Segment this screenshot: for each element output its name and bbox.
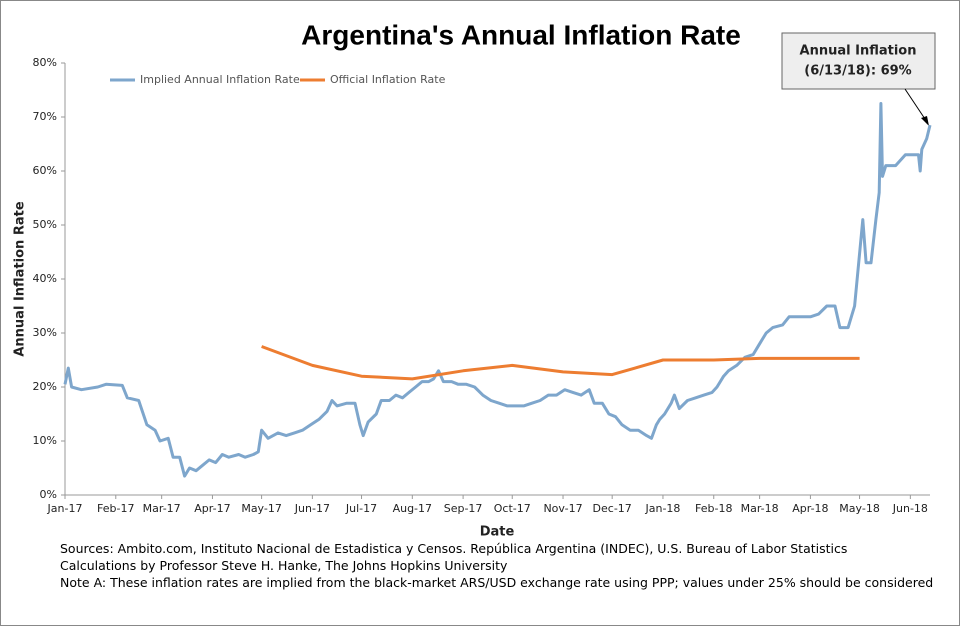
series-line xyxy=(63,102,932,478)
annotation: (6/13/18): 69% xyxy=(804,64,911,79)
annotation: Annual Inflation xyxy=(800,44,917,59)
note: Calculations by Professor Steve H. Hanke… xyxy=(60,558,508,573)
x-tick-label: Jun-18 xyxy=(892,502,928,515)
x-tick-label: Nov-17 xyxy=(543,502,582,515)
arrow-head xyxy=(921,116,929,126)
legend-label: Implied Annual Inflation Rate xyxy=(140,73,300,86)
y-tick-label: 80% xyxy=(33,56,57,69)
note: Sources: Ambito.com, Instituto Nacional … xyxy=(60,541,847,556)
x-tick-label: Mar-18 xyxy=(741,502,779,515)
x-tick-label: Mar-17 xyxy=(143,502,181,515)
y-tick-label: 60% xyxy=(33,164,57,177)
x-tick-label: Apr-17 xyxy=(194,502,230,515)
x-tick-label: Oct-17 xyxy=(494,502,531,515)
x-tick-label: Aug-17 xyxy=(393,502,432,515)
y-tick-label: 30% xyxy=(33,326,57,339)
legend-label: Official Inflation Rate xyxy=(330,73,446,86)
x-tick-label: Sep-17 xyxy=(444,502,483,515)
x-tick-label: Apr-18 xyxy=(792,502,828,515)
y-tick-label: 0% xyxy=(40,488,57,501)
y-tick-label: 10% xyxy=(33,434,57,447)
x-tick-label: Jan-18 xyxy=(644,502,680,515)
x-tick-label: Feb-17 xyxy=(97,502,134,515)
y-tick-label: 20% xyxy=(33,380,57,393)
annotation-box xyxy=(781,32,936,90)
note: Note A: These inflation rates are implie… xyxy=(60,575,933,590)
annotation-arrow xyxy=(904,88,928,123)
x-tick-label: Jan-17 xyxy=(47,502,83,515)
x-tick-label: Jun-17 xyxy=(294,502,330,515)
chart-title: Argentina's Annual Inflation Rate xyxy=(301,19,741,50)
y-tick-label: 40% xyxy=(33,272,57,285)
y-tick-label: 50% xyxy=(33,218,57,231)
y-tick-label: 70% xyxy=(33,110,57,123)
x-tick-label: May-18 xyxy=(839,502,880,515)
series-line xyxy=(261,345,860,381)
x-tick-label: Feb-18 xyxy=(695,502,732,515)
y-axis-title: Annual Inflation Rate xyxy=(13,201,28,356)
x-axis-title: Date xyxy=(480,525,515,540)
x-tick-label: Dec-17 xyxy=(593,502,632,515)
x-tick-label: Jul-17 xyxy=(345,502,377,515)
x-tick-label: May-17 xyxy=(241,502,282,515)
